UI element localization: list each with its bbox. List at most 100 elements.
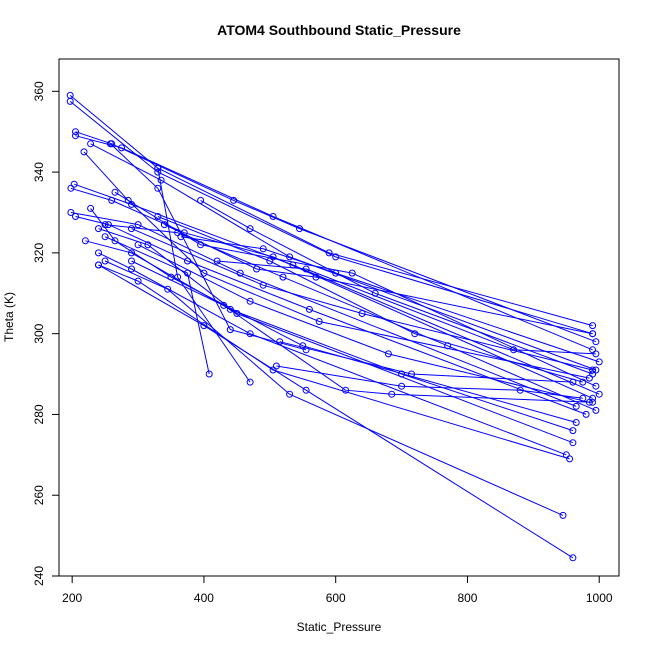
data-point xyxy=(200,322,208,330)
data-point xyxy=(236,269,244,277)
data-point xyxy=(332,269,340,277)
series-line xyxy=(75,131,597,343)
data-point xyxy=(72,213,79,220)
series-profile-32 xyxy=(197,196,597,378)
series-line xyxy=(75,216,587,415)
data-point xyxy=(572,419,580,426)
data-point xyxy=(358,310,366,317)
data-point xyxy=(101,221,109,229)
data-point xyxy=(398,382,406,390)
data-point xyxy=(87,204,95,212)
data-point xyxy=(108,196,116,204)
series-line xyxy=(157,216,583,383)
data-point xyxy=(589,330,597,338)
data-point xyxy=(569,439,577,447)
chart-title: ATOM4 Southbound Static_Pressure xyxy=(217,22,461,38)
series-profile-4 xyxy=(72,132,597,354)
series-line xyxy=(105,224,597,411)
data-point xyxy=(246,225,254,233)
data-point xyxy=(516,386,524,394)
data-point xyxy=(559,511,567,519)
data-point xyxy=(66,97,74,105)
series-line xyxy=(90,143,597,371)
data-point xyxy=(106,140,114,148)
series-profile-6 xyxy=(80,148,593,382)
series-line xyxy=(110,143,307,351)
data-point xyxy=(67,184,75,192)
data-point xyxy=(592,382,600,390)
data-point xyxy=(592,338,600,346)
data-point xyxy=(226,326,234,334)
data-point xyxy=(348,269,356,277)
series-profile-10 xyxy=(67,209,580,410)
series-line xyxy=(74,183,600,395)
data-point xyxy=(259,245,267,253)
data-point xyxy=(164,285,172,293)
data-point xyxy=(160,221,168,229)
data-point xyxy=(253,265,261,273)
y-axis: 240 260 280 300 320 340 360 xyxy=(32,81,60,586)
data-point xyxy=(566,455,574,463)
series-line xyxy=(98,264,574,559)
x-axis: 200 400 600 800 1000 xyxy=(62,575,613,605)
series-line xyxy=(70,187,593,399)
data-point xyxy=(246,378,254,386)
series-profile-24 xyxy=(134,241,593,406)
data-point xyxy=(302,346,310,354)
data-point xyxy=(411,330,419,338)
data-point xyxy=(579,394,587,402)
series-profile-22 xyxy=(101,221,600,414)
y-tick-label: 280 xyxy=(32,404,46,424)
data-point xyxy=(246,297,254,305)
data-point xyxy=(266,257,274,265)
data-point xyxy=(95,249,102,257)
data-point xyxy=(569,378,577,386)
data-point xyxy=(569,427,577,435)
data-point xyxy=(157,176,165,184)
data-point xyxy=(134,221,142,229)
data-point xyxy=(118,144,126,152)
x-tick-label: 800 xyxy=(457,591,477,605)
x-tick-label: 400 xyxy=(194,591,214,605)
y-axis-label: Theta (K) xyxy=(2,292,16,342)
data-point xyxy=(134,241,142,249)
y-tick-label: 240 xyxy=(32,566,46,586)
data-point xyxy=(332,253,340,261)
data-point xyxy=(315,318,323,325)
data-point xyxy=(111,237,119,245)
data-point xyxy=(272,362,280,370)
data-point xyxy=(342,386,350,394)
data-point xyxy=(589,322,597,330)
data-point xyxy=(95,261,102,269)
data-point xyxy=(384,350,392,358)
series-line xyxy=(131,228,593,371)
series-line xyxy=(131,260,593,403)
data-point xyxy=(197,196,205,204)
data-point xyxy=(371,289,379,297)
series-profile-28 xyxy=(177,233,603,366)
data-point xyxy=(276,338,284,346)
series-line xyxy=(276,365,583,399)
series-layer xyxy=(66,91,603,562)
data-point xyxy=(95,225,102,233)
data-point xyxy=(128,265,135,273)
series-profile-31 xyxy=(276,338,577,386)
series-profile-21 xyxy=(106,140,310,354)
data-point xyxy=(579,378,587,386)
data-point xyxy=(259,281,267,289)
series-line xyxy=(217,260,596,355)
y-tick-label: 300 xyxy=(32,323,46,343)
data-point xyxy=(80,148,88,156)
data-point xyxy=(325,249,333,257)
series-line xyxy=(200,199,593,375)
data-point xyxy=(128,249,135,257)
data-point xyxy=(408,370,415,378)
y-tick-label: 360 xyxy=(32,81,46,101)
data-point xyxy=(388,390,396,398)
series-line xyxy=(98,252,567,456)
data-point xyxy=(220,301,228,309)
data-point xyxy=(302,265,310,273)
series-profile-27 xyxy=(160,221,597,338)
data-point xyxy=(81,237,89,245)
